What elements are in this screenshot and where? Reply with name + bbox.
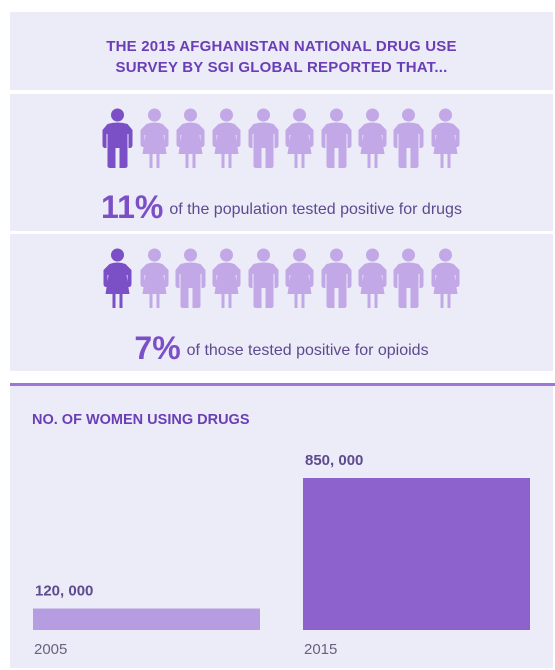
value-label-2005: 120, 000 — [35, 583, 93, 600]
women-drug-chart-panel: NO. OF WOMEN USING DRUGS 120, 000 2005 850… — [10, 386, 553, 668]
opioid-positive-stat: 7% of those tested positive for opioids — [10, 330, 553, 367]
drug-positive-text: of the population tested positive for dr… — [169, 201, 462, 218]
people-row-opioids — [10, 248, 553, 310]
chart-title: NO. OF WOMEN USING DRUGS — [32, 412, 250, 428]
woman-icon — [358, 248, 387, 308]
woman-icon — [212, 108, 241, 168]
man-icon — [248, 248, 279, 308]
drug-positive-stat: 11% of the population tested positive for… — [10, 189, 553, 226]
opioid-positive-panel: 7% of those tested positive for opioids — [10, 234, 553, 371]
bar-2015 — [303, 478, 530, 630]
women-drug-bar-chart: NO. OF WOMEN USING DRUGS 120, 000 2005 850… — [32, 412, 530, 658]
value-label-2015: 850, 000 — [305, 452, 363, 469]
opioid-positive-text: of those tested positive for opioids — [186, 342, 429, 359]
headline: THE 2015 AFGHANISTAN NATIONAL DRUG USE S… — [10, 36, 553, 78]
man-icon — [102, 108, 133, 168]
opioid-positive-percent: 7% — [134, 330, 181, 366]
category-label-2005: 2005 — [34, 641, 67, 658]
woman-icon — [140, 108, 169, 168]
headline-line-1: THE 2015 AFGHANISTAN NATIONAL DRUG USE — [106, 38, 457, 55]
category-label-2015: 2015 — [304, 641, 337, 658]
man-icon — [248, 108, 279, 168]
woman-icon — [285, 248, 314, 308]
people-row-drugs — [10, 108, 553, 170]
drug-positive-percent: 11% — [101, 189, 164, 225]
man-icon — [321, 248, 352, 308]
man-icon — [321, 108, 352, 168]
bar-2005 — [33, 608, 260, 630]
man-icon — [393, 108, 424, 168]
woman-icon — [431, 248, 460, 308]
headline-line-2: SURVEY BY SGI GLOBAL REPORTED THAT... — [115, 59, 448, 76]
drug-positive-panel: 11% of the population tested positive for… — [10, 94, 553, 231]
woman-icon — [212, 248, 241, 308]
woman-icon — [176, 108, 205, 168]
header-panel: THE 2015 AFGHANISTAN NATIONAL DRUG USE S… — [10, 12, 553, 90]
section-divider — [10, 383, 555, 386]
man-icon — [175, 248, 206, 308]
woman-icon — [431, 108, 460, 168]
man-icon — [393, 248, 424, 308]
woman-icon — [358, 108, 387, 168]
woman-icon — [285, 108, 314, 168]
woman-icon — [140, 248, 169, 308]
woman-icon — [103, 248, 132, 308]
